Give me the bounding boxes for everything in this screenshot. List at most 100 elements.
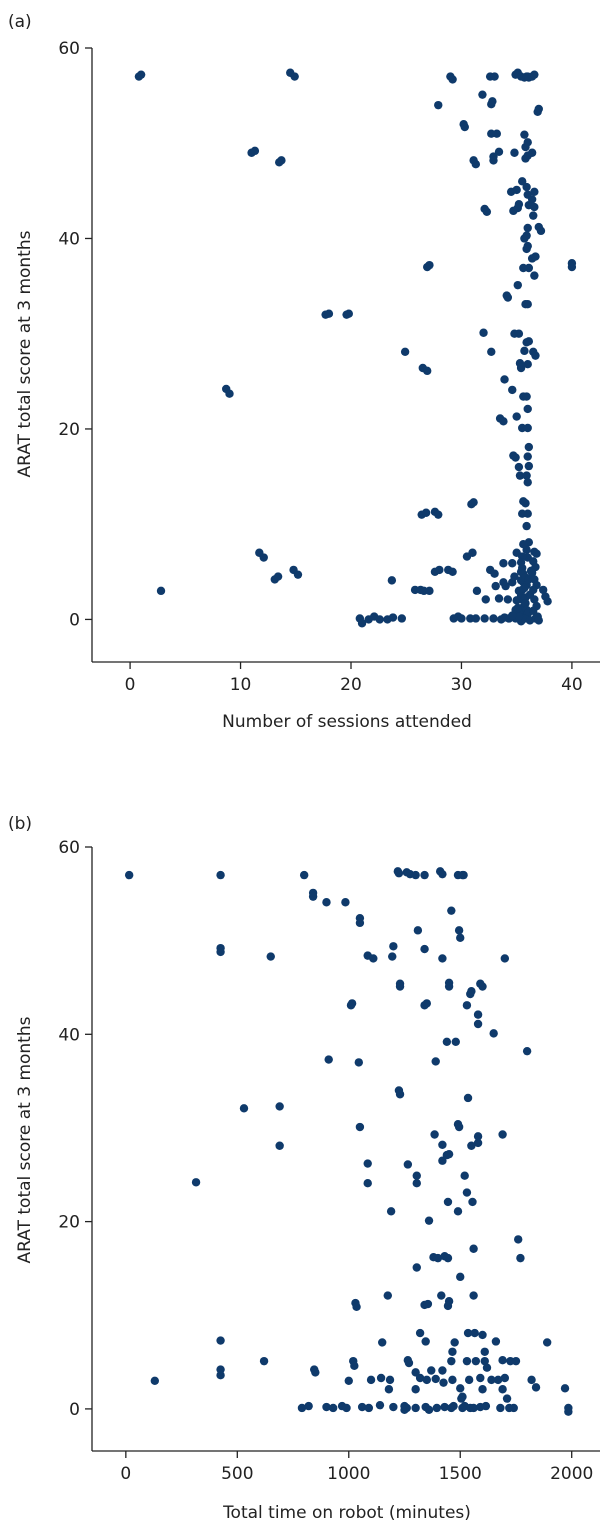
data-point	[560, 1384, 570, 1393]
data-point	[191, 1178, 201, 1187]
data-point	[522, 521, 531, 531]
axis-ticks-a: 0 20 40 60 0 10 20 30 40	[58, 39, 600, 695]
data-point	[443, 1253, 453, 1263]
data-point	[500, 375, 509, 384]
data-point	[469, 1244, 478, 1253]
data-point	[389, 942, 398, 951]
data-point	[447, 1356, 456, 1366]
data-point	[499, 417, 508, 426]
data-point	[462, 1356, 472, 1366]
data-point	[523, 359, 532, 369]
data-point	[527, 568, 537, 577]
data-point	[369, 954, 378, 963]
data-point	[500, 1373, 510, 1383]
data-point	[383, 1291, 392, 1300]
data-point	[523, 138, 532, 147]
data-point	[322, 898, 331, 907]
data-point	[530, 595, 539, 604]
data-point	[469, 498, 478, 507]
data-point	[216, 1370, 225, 1380]
data-point	[293, 570, 303, 579]
data-point	[308, 892, 318, 901]
data-point	[512, 185, 521, 195]
data-point	[478, 1385, 487, 1394]
data-point	[304, 1401, 313, 1411]
data-point	[456, 1272, 465, 1282]
data-point	[328, 1403, 338, 1413]
data-point	[355, 1122, 365, 1132]
data-point	[413, 926, 423, 935]
data-point	[530, 202, 539, 212]
x-tick-label-b: 2000	[550, 1464, 593, 1484]
data-point	[513, 280, 522, 290]
data-point	[415, 1328, 425, 1338]
data-point	[521, 599, 530, 608]
data-point	[514, 612, 524, 621]
data-point	[457, 614, 466, 623]
data-point	[471, 159, 481, 169]
y-tick-label-a: 60	[58, 39, 80, 59]
chart-panel-a: (a) ARAT total score at 3 months Number …	[8, 12, 600, 732]
panel-label-a: (a)	[8, 12, 32, 32]
data-point	[487, 347, 496, 357]
data-point	[523, 423, 532, 433]
data-point	[411, 1403, 420, 1413]
data-point	[447, 906, 456, 915]
data-point	[520, 130, 529, 139]
data-point	[471, 1356, 481, 1366]
data-point	[277, 156, 286, 165]
data-point	[344, 309, 353, 318]
data-point	[456, 933, 465, 943]
data-point	[395, 1090, 405, 1099]
data-point	[508, 611, 517, 620]
data-point	[516, 1253, 525, 1263]
y-tick-label-b: 0	[69, 1400, 80, 1420]
data-point	[499, 578, 508, 587]
data-point	[250, 146, 260, 156]
data-point	[363, 1179, 372, 1188]
data-point	[273, 572, 283, 581]
data-point	[388, 952, 397, 961]
data-point	[290, 72, 299, 81]
data-point	[344, 1376, 353, 1386]
data-point	[543, 597, 552, 606]
data-point	[499, 559, 508, 568]
data-point	[422, 1375, 431, 1385]
data-point	[395, 982, 405, 991]
data-point	[467, 1141, 476, 1150]
data-point	[468, 1197, 477, 1207]
data-point	[275, 1102, 284, 1111]
data-point	[431, 1057, 440, 1066]
data-point	[534, 104, 543, 114]
data-point	[480, 1347, 489, 1356]
data-point	[456, 1384, 465, 1393]
data-point	[511, 1356, 521, 1366]
data-point	[411, 870, 420, 880]
data-point	[530, 70, 539, 79]
data-point	[136, 70, 146, 79]
data-point	[542, 1338, 552, 1347]
data-point	[259, 553, 268, 562]
y-tick-label-b: 20	[58, 1213, 80, 1233]
data-point	[567, 262, 577, 272]
data-point	[434, 510, 443, 519]
data-point	[480, 614, 489, 623]
data-point	[469, 1403, 478, 1413]
data-point	[443, 1301, 453, 1311]
y-tick-label-b: 40	[58, 1025, 80, 1045]
data-point	[513, 603, 522, 613]
data-point	[458, 1392, 467, 1401]
data-point	[518, 509, 527, 518]
data-point	[494, 594, 504, 603]
data-point	[503, 293, 513, 302]
data-point	[498, 1385, 507, 1394]
data-point	[124, 870, 134, 880]
data-point	[424, 1405, 434, 1415]
data-point	[473, 1010, 483, 1019]
data-point	[411, 1385, 420, 1394]
data-point	[366, 1375, 376, 1385]
data-point	[529, 585, 538, 595]
data-point	[523, 299, 532, 309]
data-point	[534, 616, 543, 625]
data-point	[385, 1375, 395, 1385]
